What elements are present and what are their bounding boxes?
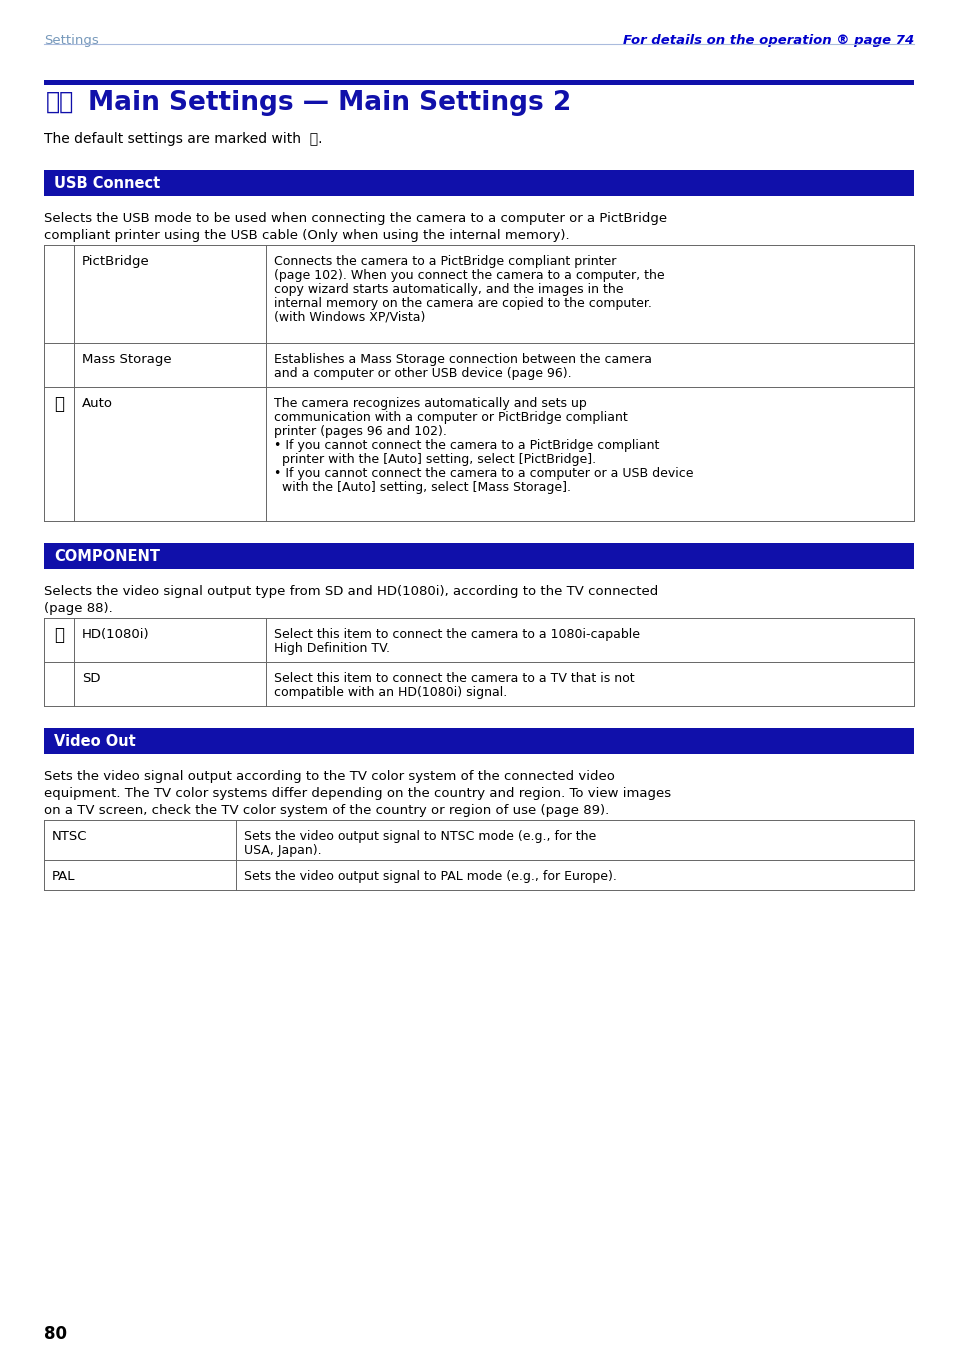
- Text: Video Out: Video Out: [54, 734, 135, 749]
- Text: ⍄: ⍄: [54, 626, 64, 645]
- Text: HD(1080i): HD(1080i): [82, 628, 150, 641]
- Text: copy wizard starts automatically, and the images in the: copy wizard starts automatically, and th…: [274, 284, 623, 296]
- Text: • If you cannot connect the camera to a PictBridge compliant: • If you cannot connect the camera to a …: [274, 440, 659, 452]
- Text: 80: 80: [44, 1324, 67, 1343]
- Text: Settings: Settings: [44, 34, 99, 47]
- Text: Select this item to connect the camera to a TV that is not: Select this item to connect the camera t…: [274, 672, 634, 685]
- Text: internal memory on the camera are copied to the computer.: internal memory on the camera are copied…: [274, 297, 651, 309]
- Text: SD: SD: [82, 672, 100, 685]
- Text: compatible with an HD(1080i) signal.: compatible with an HD(1080i) signal.: [274, 687, 507, 699]
- Text: Sets the video signal output according to the TV color system of the connected v: Sets the video signal output according t…: [44, 769, 615, 783]
- Text: Sets the video output signal to PAL mode (e.g., for Europe).: Sets the video output signal to PAL mode…: [244, 870, 617, 883]
- Text: High Definition TV.: High Definition TV.: [274, 642, 390, 655]
- Text: Select this item to connect the camera to a 1080i-capable: Select this item to connect the camera t…: [274, 628, 639, 641]
- Text: For details on the operation ® page 74: For details on the operation ® page 74: [622, 34, 913, 47]
- Text: Mass Storage: Mass Storage: [82, 353, 172, 366]
- Bar: [44, 543, 913, 569]
- Text: The camera recognizes automatically and sets up: The camera recognizes automatically and …: [274, 398, 586, 410]
- Text: PAL: PAL: [52, 870, 75, 883]
- Text: Selects the video signal output type from SD and HD(1080i), according to the TV : Selects the video signal output type fro…: [44, 585, 658, 598]
- Text: (page 88).: (page 88).: [44, 603, 112, 615]
- Text: USB Connect: USB Connect: [54, 176, 160, 191]
- Text: NTSC: NTSC: [52, 830, 88, 843]
- Text: COMPONENT: COMPONENT: [54, 550, 160, 565]
- Text: The default settings are marked with  ⍄.: The default settings are marked with ⍄.: [44, 132, 322, 147]
- Bar: [44, 727, 913, 754]
- Text: compliant printer using the USB cable (Only when using the internal memory).: compliant printer using the USB cable (O…: [44, 229, 569, 242]
- Text: communication with a computer or PictBridge compliant: communication with a computer or PictBri…: [274, 411, 627, 423]
- Text: PictBridge: PictBridge: [82, 255, 150, 267]
- Text: (page 102). When you connect the camera to a computer, the: (page 102). When you connect the camera …: [274, 269, 664, 282]
- Text: ⍄: ⍄: [54, 395, 64, 413]
- Text: printer (pages 96 and 102).: printer (pages 96 and 102).: [274, 425, 446, 438]
- Text: and a computer or other USB device (page 96).: and a computer or other USB device (page…: [274, 366, 571, 380]
- Text: equipment. The TV color systems differ depending on the country and region. To v: equipment. The TV color systems differ d…: [44, 787, 670, 801]
- Text: Sets the video output signal to NTSC mode (e.g., for the: Sets the video output signal to NTSC mod…: [244, 830, 596, 843]
- Text: (with Windows XP/Vista): (with Windows XP/Vista): [274, 311, 425, 324]
- Text: on a TV screen, check the TV color system of the country or region of use (page : on a TV screen, check the TV color syste…: [44, 803, 609, 817]
- Text: with the [Auto] setting, select [Mass Storage].: with the [Auto] setting, select [Mass St…: [274, 480, 571, 494]
- Text: printer with the [Auto] setting, select [PictBridge].: printer with the [Auto] setting, select …: [274, 453, 596, 465]
- Text: USA, Japan).: USA, Japan).: [244, 844, 321, 858]
- Bar: [44, 170, 913, 195]
- Text: • If you cannot connect the camera to a computer or a USB device: • If you cannot connect the camera to a …: [274, 467, 693, 480]
- Text: Auto: Auto: [82, 398, 112, 410]
- Text: Main Settings — Main Settings 2: Main Settings — Main Settings 2: [88, 90, 571, 115]
- Bar: [44, 80, 913, 85]
- Text: Selects the USB mode to be used when connecting the camera to a computer or a Pi: Selects the USB mode to be used when con…: [44, 212, 666, 225]
- Text: Establishes a Mass Storage connection between the camera: Establishes a Mass Storage connection be…: [274, 353, 651, 366]
- Text: ⫰⏟: ⫰⏟: [46, 90, 74, 114]
- Text: Connects the camera to a PictBridge compliant printer: Connects the camera to a PictBridge comp…: [274, 255, 616, 267]
